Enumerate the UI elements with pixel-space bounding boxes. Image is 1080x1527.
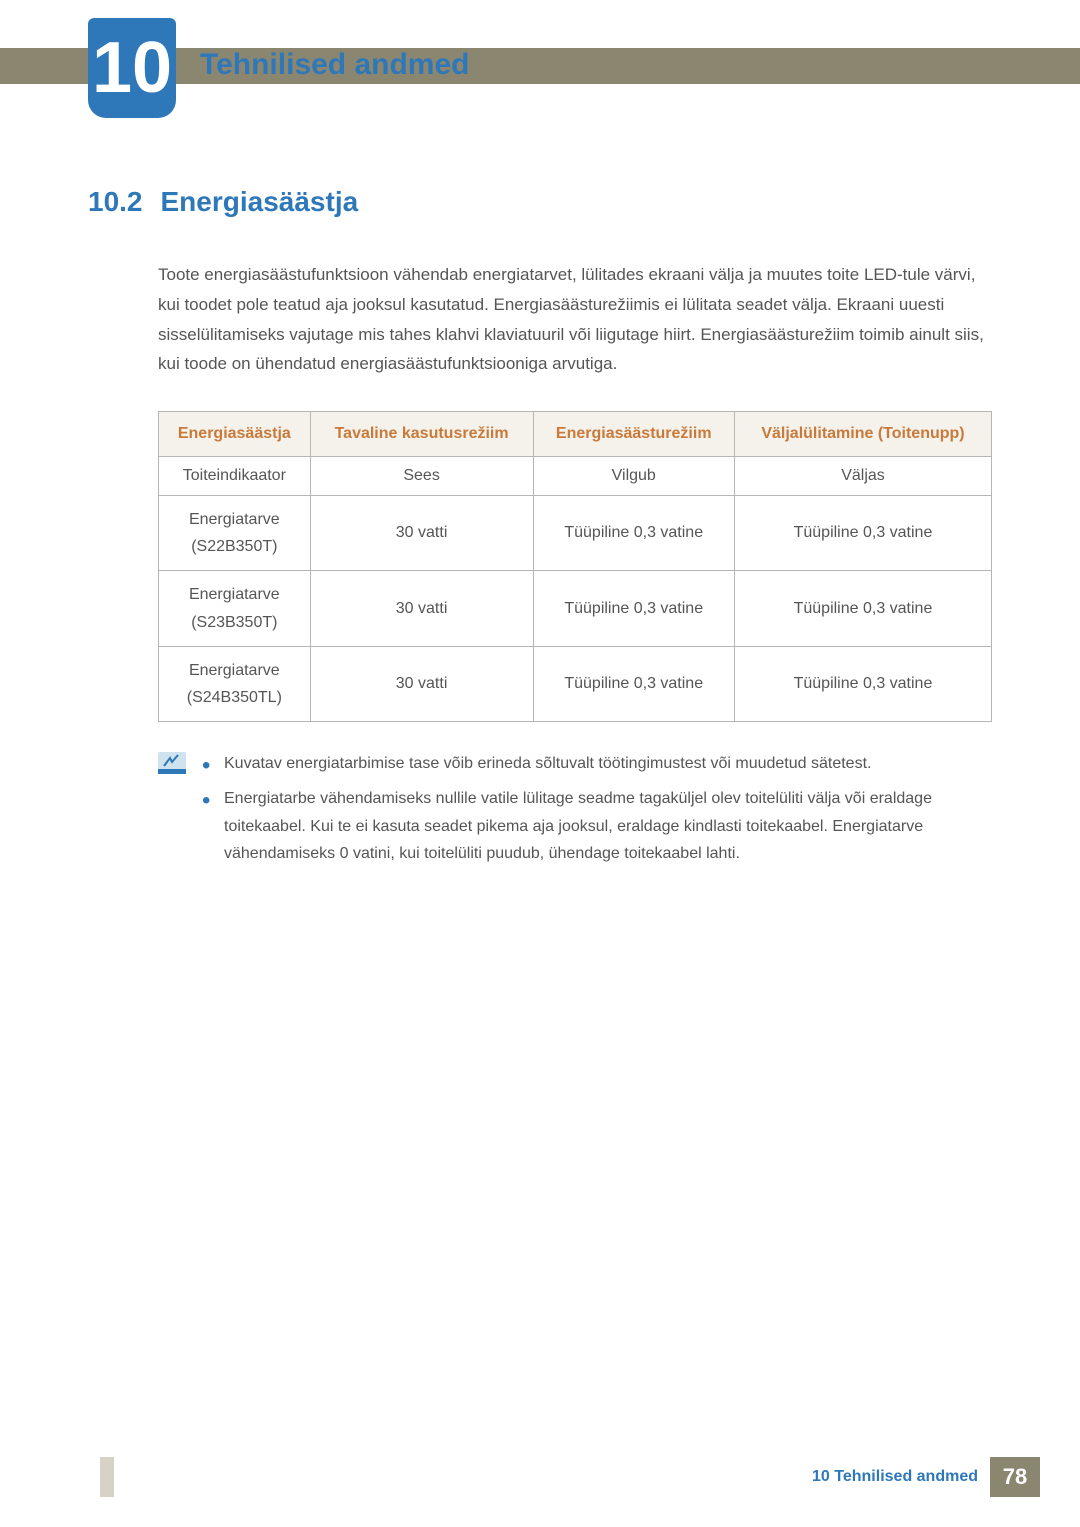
section-number: 10.2 <box>88 186 143 218</box>
section-heading: 10.2 Energiasäästja <box>88 186 992 218</box>
energy-table: Energiasäästja Tavaline kasutusrežiim En… <box>158 411 992 722</box>
cell: Toiteindikaator <box>159 457 311 496</box>
chapter-title: Tehnilised andmed <box>200 48 470 82</box>
footer-page-number: 78 <box>990 1457 1040 1497</box>
note-item: Kuvatav energiatarbimise tase võib erine… <box>202 750 992 777</box>
cell: Tüüpiline 0,3 vatine <box>734 571 991 646</box>
note-block: Kuvatav energiatarbimise tase võib erine… <box>158 750 992 875</box>
cell: Energiatarve (S22B350T) <box>159 496 311 571</box>
cell-line2: (S23B350T) <box>191 614 277 631</box>
th-col2: Energiasäästurežiim <box>533 412 734 457</box>
table-row: Energiatarve (S22B350T) 30 vatti Tüüpili… <box>159 496 992 571</box>
chapter-number: 10 <box>92 32 172 104</box>
note-icon <box>158 752 186 774</box>
cell: Energiatarve (S23B350T) <box>159 571 311 646</box>
cell: Vilgub <box>533 457 734 496</box>
th-col3: Väljalülitamine (Toitenupp) <box>734 412 991 457</box>
cell-line1: Energiatarve <box>189 586 280 603</box>
cell: Tüüpiline 0,3 vatine <box>533 571 734 646</box>
note-item: Energiatarbe vähendamiseks nullile vatil… <box>202 785 992 867</box>
cell-line2: (S22B350T) <box>191 538 277 555</box>
footer-chapter-label: 10 Tehnilised andmed <box>812 1468 978 1486</box>
cell: Sees <box>310 457 533 496</box>
cell: Väljas <box>734 457 991 496</box>
cell: 30 vatti <box>310 496 533 571</box>
table-row: Energiatarve (S23B350T) 30 vatti Tüüpili… <box>159 571 992 646</box>
section-title: Energiasäästja <box>161 186 359 218</box>
cell: Tüüpiline 0,3 vatine <box>533 646 734 721</box>
th-col0: Energiasäästja <box>159 412 311 457</box>
table-row: Toiteindikaator Sees Vilgub Väljas <box>159 457 992 496</box>
cell-line1: Energiatarve <box>189 662 280 679</box>
table-header-row: Energiasäästja Tavaline kasutusrežiim En… <box>159 412 992 457</box>
intro-paragraph: Toote energiasäästufunktsioon vähendab e… <box>158 260 992 379</box>
chapter-number-badge: 10 <box>88 18 176 118</box>
cell: Energiatarve (S24B350TL) <box>159 646 311 721</box>
cell: Tüüpiline 0,3 vatine <box>533 496 734 571</box>
cell: Tüüpiline 0,3 vatine <box>734 496 991 571</box>
table-row: Energiatarve (S24B350TL) 30 vatti Tüüpil… <box>159 646 992 721</box>
cell: 30 vatti <box>310 571 533 646</box>
cell-line1: Energiatarve <box>189 511 280 528</box>
cell: Tüüpiline 0,3 vatine <box>734 646 991 721</box>
cell-line2: (S24B350TL) <box>187 689 282 706</box>
note-list: Kuvatav energiatarbimise tase võib erine… <box>202 750 992 875</box>
cell: 30 vatti <box>310 646 533 721</box>
th-col1: Tavaline kasutusrežiim <box>310 412 533 457</box>
page-content: 10.2 Energiasäästja Toote energiasäästuf… <box>88 186 992 875</box>
page-footer: 10 Tehnilised andmed 78 <box>0 1457 1080 1497</box>
